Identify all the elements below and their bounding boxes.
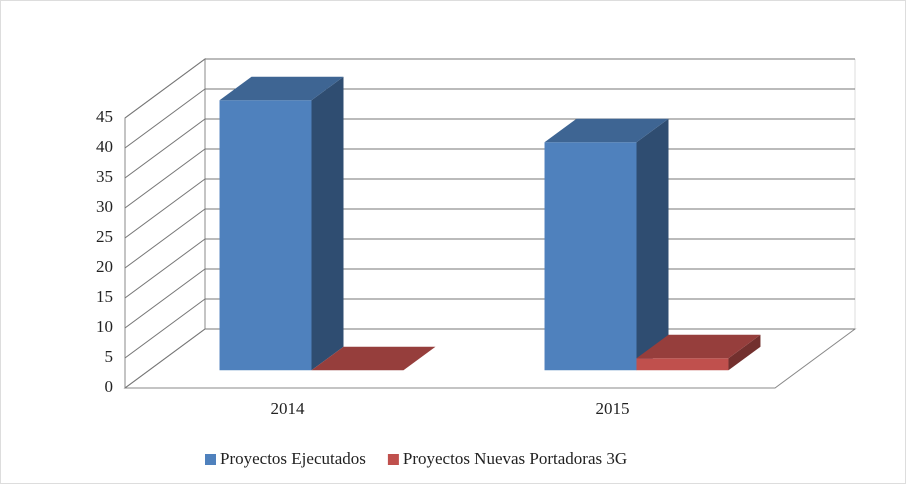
legend-swatch — [205, 454, 216, 465]
x-tick-label: 2014 — [271, 399, 306, 418]
y-tick-label: 35 — [96, 167, 113, 186]
bar-top — [219, 76, 344, 101]
y-tick-label: 30 — [96, 197, 113, 216]
legend-label: Proyectos Ejecutados — [220, 449, 366, 468]
y-tick-label: 15 — [96, 287, 113, 306]
y-tick-label: 10 — [96, 317, 113, 336]
y-tick-label: 40 — [96, 137, 113, 156]
y-tick-label: 20 — [96, 257, 113, 276]
bar-side — [636, 118, 669, 371]
grid-line — [124, 88, 855, 149]
bar-side — [728, 334, 761, 371]
bar-front — [544, 142, 637, 371]
bar-side — [311, 76, 344, 371]
y-tick-label: 25 — [96, 227, 113, 246]
legend-label: Proyectos Nuevas Portadoras 3G — [403, 449, 627, 468]
y-tick-label: 5 — [105, 347, 114, 366]
bar-top — [544, 118, 669, 143]
y-tick-label: 0 — [105, 377, 114, 396]
bar-top — [636, 334, 761, 359]
y-tick-label: 45 — [96, 107, 113, 126]
bar-top — [311, 346, 436, 371]
x-tick-label: 2015 — [596, 399, 630, 418]
grid-line — [124, 58, 855, 119]
legend-swatch — [387, 454, 399, 465]
bar-front — [636, 358, 729, 371]
bar-front — [219, 100, 312, 371]
